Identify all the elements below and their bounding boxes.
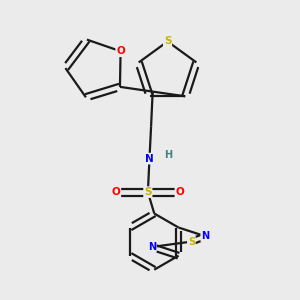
Text: S: S [144,187,152,197]
Text: N: N [145,154,154,164]
Text: N: N [201,231,209,241]
Text: N: N [148,242,156,252]
Text: O: O [176,187,184,197]
Text: S: S [164,37,171,46]
Text: S: S [188,237,195,247]
Text: H: H [165,150,173,160]
Text: O: O [112,187,120,197]
Text: O: O [116,46,125,56]
